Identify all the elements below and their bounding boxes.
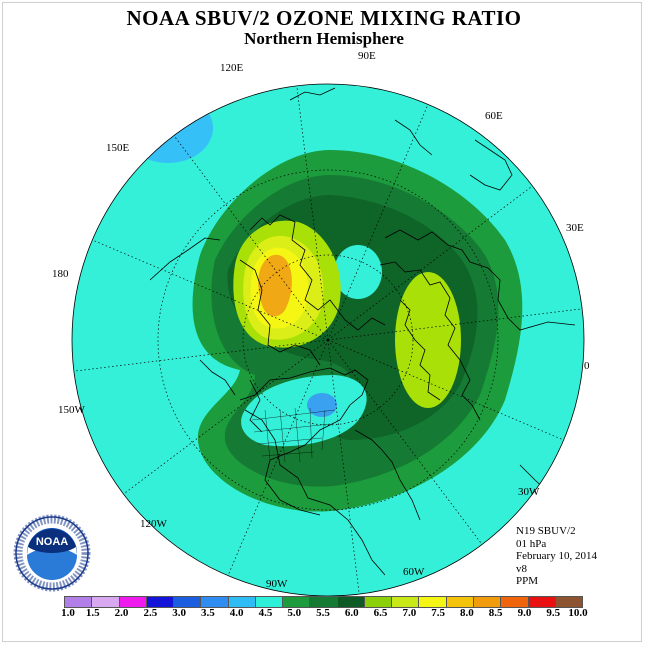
info-date: February 10, 2014 bbox=[516, 550, 597, 562]
colorbar-tick-label: 4.5 bbox=[258, 607, 273, 619]
colorbar-tick-label: 9.0 bbox=[517, 607, 532, 619]
field-region-low-center bbox=[334, 245, 382, 299]
colorbar-tick-label: 3.5 bbox=[201, 607, 215, 619]
meridian-line bbox=[327, 339, 483, 545]
meridian-line bbox=[123, 339, 329, 495]
colorbar-tick-label: 10.0 bbox=[568, 607, 588, 619]
colorbar-tick-labels: 1.0 1.5 2.0 2.5 3.0 3.5 4.0 4.5 5.0 5.5 6.0 6.5 7.0 7… bbox=[0, 607, 648, 623]
colorbar-tick-label: 7.0 bbox=[402, 607, 417, 619]
logo-sea bbox=[27, 547, 77, 580]
lon-label-180: 180 bbox=[52, 268, 69, 280]
colorbar-tick-label: 7.5 bbox=[431, 607, 445, 619]
meridian-line bbox=[73, 339, 329, 372]
field-region-4-0 bbox=[123, 93, 213, 163]
colorbar-tick-label: 3.0 bbox=[172, 607, 186, 619]
colorbar-tick-label: 2.5 bbox=[143, 607, 158, 619]
latitude-circle-30n bbox=[157, 169, 499, 511]
meridian-line bbox=[92, 239, 329, 341]
colorbar-swatch bbox=[554, 596, 584, 608]
noaa-logo: NOAA bbox=[13, 514, 91, 592]
meridian-line bbox=[173, 135, 329, 341]
latitude-circle-60n bbox=[242, 254, 414, 426]
figure-frame bbox=[2, 2, 642, 642]
lon-label-0: 0 bbox=[584, 360, 590, 372]
product-info: N19 SBUV/2 01 hPa February 10, 2014 v8 P… bbox=[516, 525, 597, 588]
page-subtitle: Northern Hemisphere bbox=[244, 29, 404, 48]
logo-wordmark: NOAA bbox=[36, 536, 68, 548]
meridian-line bbox=[296, 85, 329, 341]
info-version: v8 bbox=[516, 562, 527, 575]
lon-label-120w: 120W bbox=[140, 518, 167, 530]
us-state-grid bbox=[251, 407, 336, 463]
graticule bbox=[73, 85, 583, 595]
field-region-8-0 bbox=[258, 254, 292, 317]
field-region-low-america bbox=[241, 375, 367, 447]
colorbar-tick-label: 5.5 bbox=[316, 607, 330, 619]
lon-label-90w: 90W bbox=[266, 578, 288, 590]
logo-sky bbox=[28, 529, 76, 553]
colorbar-tick-label: 9.5 bbox=[546, 607, 561, 619]
colorbar-tick-label: 8.0 bbox=[460, 607, 474, 619]
lon-label-150e: 150E bbox=[106, 142, 130, 154]
info-level: 01 hPa bbox=[516, 537, 547, 550]
logo-ring-text-band bbox=[13, 514, 91, 592]
lon-label-150w: 150W bbox=[58, 404, 85, 416]
lon-label-60w: 60W bbox=[403, 566, 425, 578]
colorbar-tick-label: 4.0 bbox=[229, 607, 244, 619]
field-region-4-0-spot bbox=[307, 393, 337, 417]
lon-label-120e: 120E bbox=[220, 62, 244, 74]
colorbar-tick-label: 5.0 bbox=[287, 607, 302, 619]
meridian-line bbox=[227, 339, 329, 576]
meridian-line bbox=[327, 104, 429, 341]
meridians bbox=[73, 85, 583, 595]
meridian-line bbox=[327, 185, 533, 341]
meridian-line bbox=[327, 308, 583, 341]
colorbar-tick-label: 6.5 bbox=[373, 607, 388, 619]
lon-label-30e: 30E bbox=[566, 222, 584, 234]
colorbar-tick-label: 2.0 bbox=[114, 607, 129, 619]
colorbar-tick-label: 6.0 bbox=[344, 607, 359, 619]
colorbar bbox=[64, 596, 584, 608]
meridian-line bbox=[327, 339, 360, 595]
lon-label-60e: 60E bbox=[485, 110, 503, 122]
meridian-line bbox=[327, 339, 564, 441]
colorbar-tick-label: 8.5 bbox=[488, 607, 503, 619]
lon-label-90e: 90E bbox=[358, 50, 376, 62]
colorbar-tick-label: 1.0 bbox=[61, 607, 75, 619]
lon-label-30w: 30W bbox=[518, 486, 540, 498]
info-satellite: N19 SBUV/2 bbox=[516, 525, 576, 537]
page-title: NOAA SBUV/2 OZONE MIXING RATIO bbox=[126, 6, 522, 30]
field-region-6-5-europe bbox=[395, 272, 461, 408]
colorbar-tick-label: 1.5 bbox=[85, 607, 100, 619]
info-units: PPM bbox=[516, 575, 539, 587]
